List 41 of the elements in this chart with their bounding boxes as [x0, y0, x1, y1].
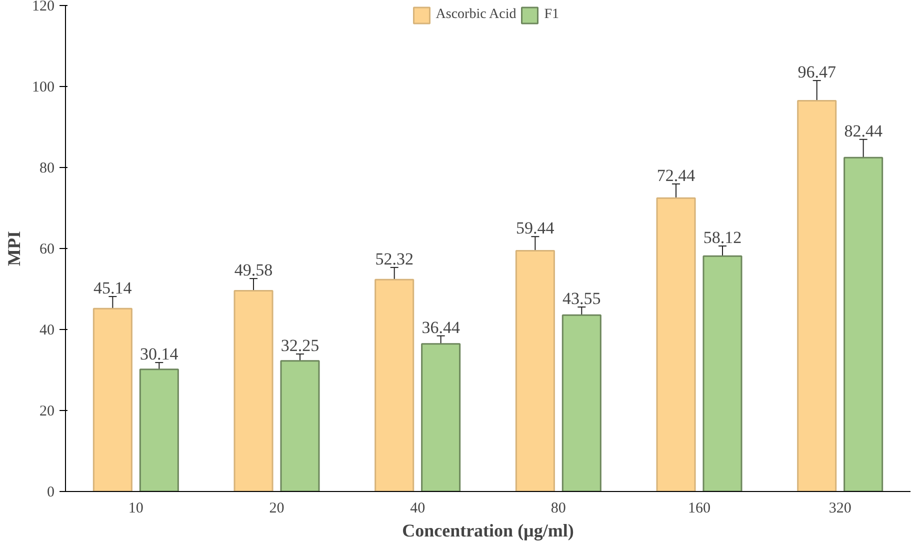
- legend-label: Ascorbic Acid: [436, 7, 516, 23]
- data-label: 32.25: [280, 336, 320, 356]
- y-tick-label: 40: [40, 322, 54, 338]
- bar: [844, 156, 884, 492]
- bar: [656, 197, 696, 492]
- bar: [562, 314, 602, 492]
- bar: [139, 368, 179, 492]
- y-tick-label: 20: [40, 404, 54, 420]
- x-tick-label: 160: [688, 500, 710, 516]
- x-tick-label: 10: [128, 500, 144, 516]
- bar: [374, 278, 414, 492]
- data-label: 36.44: [422, 318, 460, 337]
- y-tick-label: 0: [47, 484, 54, 500]
- legend-label: F1: [544, 7, 560, 23]
- y-tick-label: 80: [40, 160, 54, 176]
- x-tick-label: 20: [269, 500, 284, 516]
- y-tick-label: 100: [32, 80, 54, 96]
- y-axis-title: MPI: [4, 230, 24, 266]
- bar: [515, 250, 555, 492]
- data-label: 59.44: [516, 218, 555, 238]
- data-label: 30.14: [140, 344, 179, 364]
- data-label: 45.14: [94, 278, 132, 298]
- data-label: 52.32: [375, 249, 414, 268]
- bar: [234, 290, 274, 492]
- x-axis-title: Concentration (µg/ml): [402, 520, 574, 540]
- bar: [421, 343, 461, 492]
- x-tick-label: 320: [828, 500, 852, 516]
- data-label: 43.55: [562, 289, 601, 308]
- bar: [702, 255, 742, 492]
- x-tick-label: 80: [550, 500, 566, 516]
- data-label: 58.12: [703, 228, 742, 247]
- bar: [92, 308, 132, 492]
- bar: [797, 100, 837, 492]
- bar: [280, 360, 320, 492]
- x-tick-label: 40: [410, 500, 426, 516]
- data-label: 96.47: [798, 62, 836, 82]
- y-tick-label: 60: [40, 242, 54, 258]
- y-tick-label: 120: [32, 0, 54, 14]
- data-label: 49.58: [234, 260, 273, 280]
- data-label: 82.44: [844, 121, 883, 140]
- data-label: 72.44: [656, 166, 696, 185]
